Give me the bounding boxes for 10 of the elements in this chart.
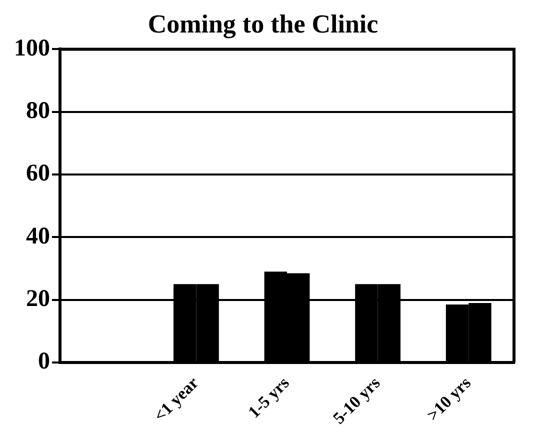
x-tick-label: 5-10 yrs [329,372,384,428]
y-tick-label: 20 [26,286,50,312]
y-tick-label: 40 [26,223,50,250]
y-tick-label: 80 [26,98,50,124]
x-tick-label: >10 yrs [423,372,475,425]
y-tick-label: 60 [26,160,50,187]
y-tick-label: 100 [14,35,50,62]
y-tick-label: 0 [38,348,50,375]
x-tick-label: 1-5 yrs [244,372,294,422]
chart-title: Coming to the Clinic [148,9,378,38]
